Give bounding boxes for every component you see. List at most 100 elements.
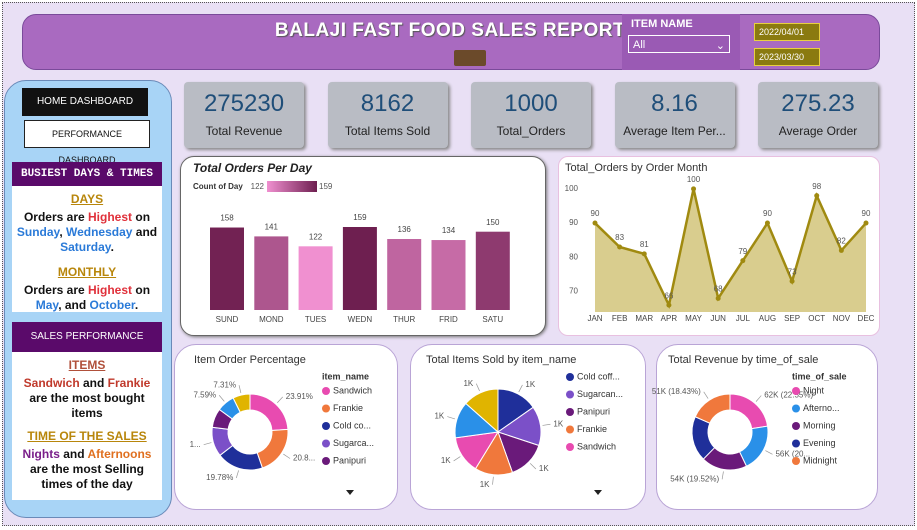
performance-button[interactable]: PERFORMANCE DASHBOARD <box>24 120 150 165</box>
x-tick-label: THUR <box>393 315 415 324</box>
note-heading: DAYS <box>70 192 104 206</box>
note-run: . <box>134 298 139 312</box>
point <box>863 220 869 226</box>
value-label: 134 <box>442 226 456 235</box>
note-run: and <box>79 376 108 390</box>
leader-line <box>542 423 551 426</box>
performance-title: SALES PERFORMANCE <box>12 322 162 352</box>
note-run: Frankie <box>107 376 151 390</box>
leader-line <box>721 471 724 480</box>
scroll-caret <box>594 490 602 495</box>
note-run: Nights <box>22 447 60 461</box>
x-tick-label: NOV <box>833 314 851 323</box>
line <box>594 188 867 310</box>
note-run: Sunday <box>16 225 60 239</box>
legend-swatch <box>566 390 574 399</box>
note-run: and <box>132 225 158 239</box>
kpi-value: 1000 <box>504 90 558 117</box>
date-to[interactable]: 2023/03/30 <box>754 48 820 66</box>
note-run: Orders are <box>23 283 89 297</box>
legend-label: Midnight <box>803 455 838 465</box>
leader-line <box>475 383 480 392</box>
point <box>764 220 770 226</box>
y-tick-label: 90 <box>569 218 578 227</box>
busiest-notes: DAYS Orders are Highest on Sunday, Wednes… <box>16 192 158 323</box>
legend-swatch <box>792 387 800 395</box>
legend-label: Cold co... <box>333 420 371 430</box>
date-text: 2023/03/30 <box>759 52 805 62</box>
note-run: on <box>132 283 151 297</box>
value-label: 19.78% <box>206 473 233 482</box>
value-label: 56K (20... <box>775 449 810 458</box>
legend-label: Afterno... <box>803 403 840 413</box>
kpi-value: 275230 <box>203 90 285 117</box>
slice <box>256 428 289 469</box>
x-tick-label: MOND <box>259 315 284 324</box>
leader-line <box>529 463 537 470</box>
y-tick-label: 100 <box>565 184 579 193</box>
note-run: are the most Selling times of the day <box>29 462 145 491</box>
legend-label: Sugarcan... <box>577 389 623 399</box>
value-label: 51K (18.43%) <box>652 387 701 396</box>
chart-title: Total_Orders by Order Month <box>565 162 707 174</box>
note-run: Highest <box>88 210 133 224</box>
note-text: Nights and Afternoons are the most Selli… <box>16 447 158 492</box>
x-tick-label: SATU <box>482 315 503 324</box>
bar <box>475 231 510 310</box>
kpi-card: 1000 Total_Orders <box>471 82 591 148</box>
value-label: 62K (22.55%) <box>764 391 813 400</box>
leader-line <box>765 450 773 455</box>
note: DAYS Orders are Highest on Sunday, Wednes… <box>16 192 158 255</box>
leader-line <box>218 394 225 402</box>
chart-title: Item Order Percentage <box>194 354 306 366</box>
busiest-title: BUSIEST DAYS & TIMES <box>12 162 162 186</box>
x-tick-label: APR <box>661 314 678 323</box>
bar <box>298 246 333 310</box>
leader-line <box>447 416 456 420</box>
note-run: . <box>110 240 114 254</box>
legend-swatch <box>792 439 800 448</box>
chart-title: Total Items Sold by item_name <box>426 354 576 366</box>
chevron: ⌄ <box>715 40 725 52</box>
report-title: BALAJI FAST FOOD SALES REPORT <box>274 20 626 41</box>
legend-swatch <box>322 422 330 430</box>
note-run: Orders are <box>23 210 89 224</box>
x-tick-label: JUN <box>710 314 726 323</box>
bar <box>210 227 244 310</box>
date-from[interactable]: 2022/04/01 <box>754 23 820 41</box>
legend-label: Panipuri <box>333 455 366 465</box>
note-run: Afternoons <box>87 447 152 461</box>
note-run: Sandwich <box>23 376 80 390</box>
kpi-value: 8.16 <box>651 90 698 117</box>
kpi-label: Average Item Per... <box>623 124 726 138</box>
leader-line <box>235 470 239 479</box>
value-label: 136 <box>398 225 412 234</box>
note-run: May <box>35 298 59 312</box>
value-label: 1K <box>539 464 549 473</box>
point <box>715 295 721 301</box>
value-label: 1K <box>480 480 490 489</box>
leader-line <box>277 396 284 404</box>
y-tick-label: 80 <box>569 252 578 261</box>
note-run: are the most bought items <box>29 391 145 420</box>
leader-line <box>492 476 494 485</box>
point <box>691 186 697 192</box>
slice <box>694 393 731 424</box>
legend-swatch <box>566 373 574 381</box>
home-button[interactable]: HOME DASHBOARD <box>22 88 148 116</box>
food-image <box>454 50 486 66</box>
value-label: 66 <box>664 291 673 300</box>
bar <box>254 236 289 310</box>
kpi-label: Total Revenue <box>205 124 283 138</box>
legend-label: Sandwich <box>333 385 372 395</box>
item-dropdown[interactable]: All ⌄ <box>628 35 730 53</box>
kpi-label: Total_Orders <box>496 124 566 138</box>
legend-label: Sugarca... <box>333 438 374 448</box>
value-label: 1K <box>553 419 563 428</box>
note-run: , and <box>58 298 90 312</box>
value-label: 1... <box>190 440 201 449</box>
legend-gradient <box>267 181 317 192</box>
x-tick-label: MAR <box>635 314 653 323</box>
value-label: 90 <box>862 209 871 218</box>
value-label: 1K <box>463 379 473 388</box>
